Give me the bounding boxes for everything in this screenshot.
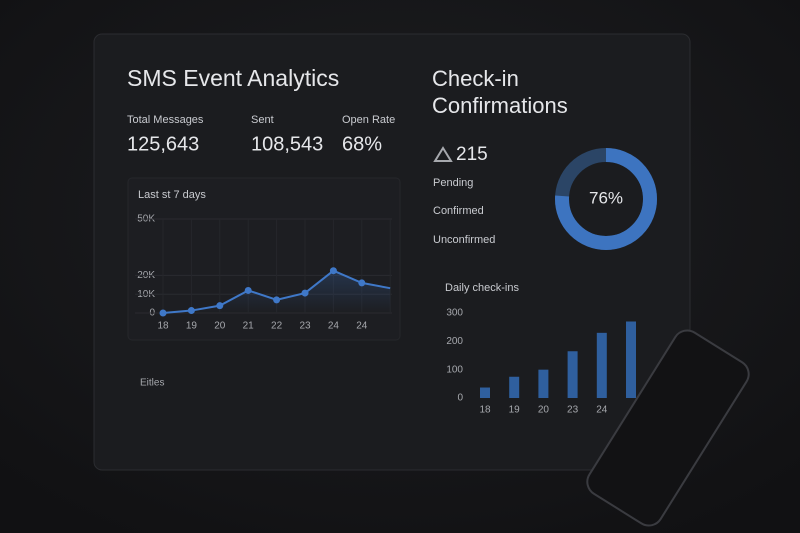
line-area	[163, 270, 391, 313]
point	[216, 302, 224, 310]
point	[358, 279, 366, 287]
y-tick-label: 0	[457, 393, 463, 404]
dashboard-title: SMS Event Analytics	[127, 65, 339, 91]
x-tick-label: 21	[243, 321, 255, 332]
stat-value: 108,543	[251, 133, 323, 155]
x-tick-label: 22	[271, 321, 283, 332]
x-tick-label: 24	[328, 321, 340, 332]
y-tick-label: 300	[446, 308, 463, 319]
point	[329, 267, 337, 275]
status-label: Pending	[433, 177, 473, 189]
bar	[480, 387, 490, 398]
donut-segment	[555, 148, 657, 250]
line-panel	[127, 177, 401, 341]
stat-label: Total Messages	[127, 114, 204, 126]
footer-label: Eitles	[140, 378, 164, 389]
triangle-icon	[433, 146, 453, 162]
x-tick-label: 24	[596, 405, 608, 416]
x-tick-label: 24	[356, 321, 368, 332]
x-tick-label: 20	[214, 321, 226, 332]
y-tick-label: 200	[446, 336, 463, 347]
x-tick-label: 19	[509, 405, 521, 416]
status-label: Confirmed	[433, 205, 484, 217]
bar	[567, 351, 578, 398]
x-tick-label: 20	[538, 405, 550, 416]
phone	[586, 329, 750, 527]
bar	[596, 332, 607, 398]
x-tick-label: 19	[186, 321, 198, 332]
chart-title: Daily check-ins	[445, 282, 519, 294]
bar	[626, 321, 636, 398]
bar	[509, 376, 520, 398]
stat-label: Open Rate	[342, 114, 395, 126]
stat-label: Sent	[251, 114, 274, 126]
bar	[538, 369, 549, 398]
y-tick-label: 100	[446, 364, 463, 375]
point	[273, 296, 281, 304]
x-tick-label: 18	[157, 321, 169, 332]
x-tick-label: 23	[299, 321, 311, 332]
point	[244, 286, 252, 294]
point	[187, 307, 195, 315]
x-tick-label: 18	[479, 405, 491, 416]
donut-label: 76%	[589, 188, 623, 207]
point	[159, 309, 167, 317]
phone-body	[586, 329, 750, 527]
stat-value: 68%	[342, 133, 382, 155]
checkin-title: Confirmations	[432, 93, 568, 118]
checkin-title: Check-in	[432, 66, 519, 91]
point	[301, 289, 309, 297]
status-label: Unconfirmed	[433, 234, 495, 246]
chart-title: Last st 7 days	[138, 189, 206, 201]
stat-value: 125,643	[127, 133, 199, 155]
checkin-count: 215	[456, 144, 488, 165]
x-tick-label: 23	[567, 405, 579, 416]
